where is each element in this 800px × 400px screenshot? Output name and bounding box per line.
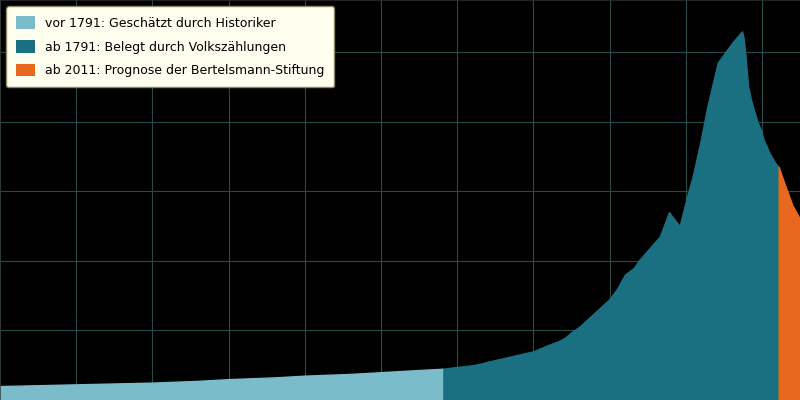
Legend: vor 1791: Geschätzt durch Historiker, ab 1791: Belegt durch Volkszählungen, ab 2: vor 1791: Geschätzt durch Historiker, ab… <box>6 6 334 87</box>
